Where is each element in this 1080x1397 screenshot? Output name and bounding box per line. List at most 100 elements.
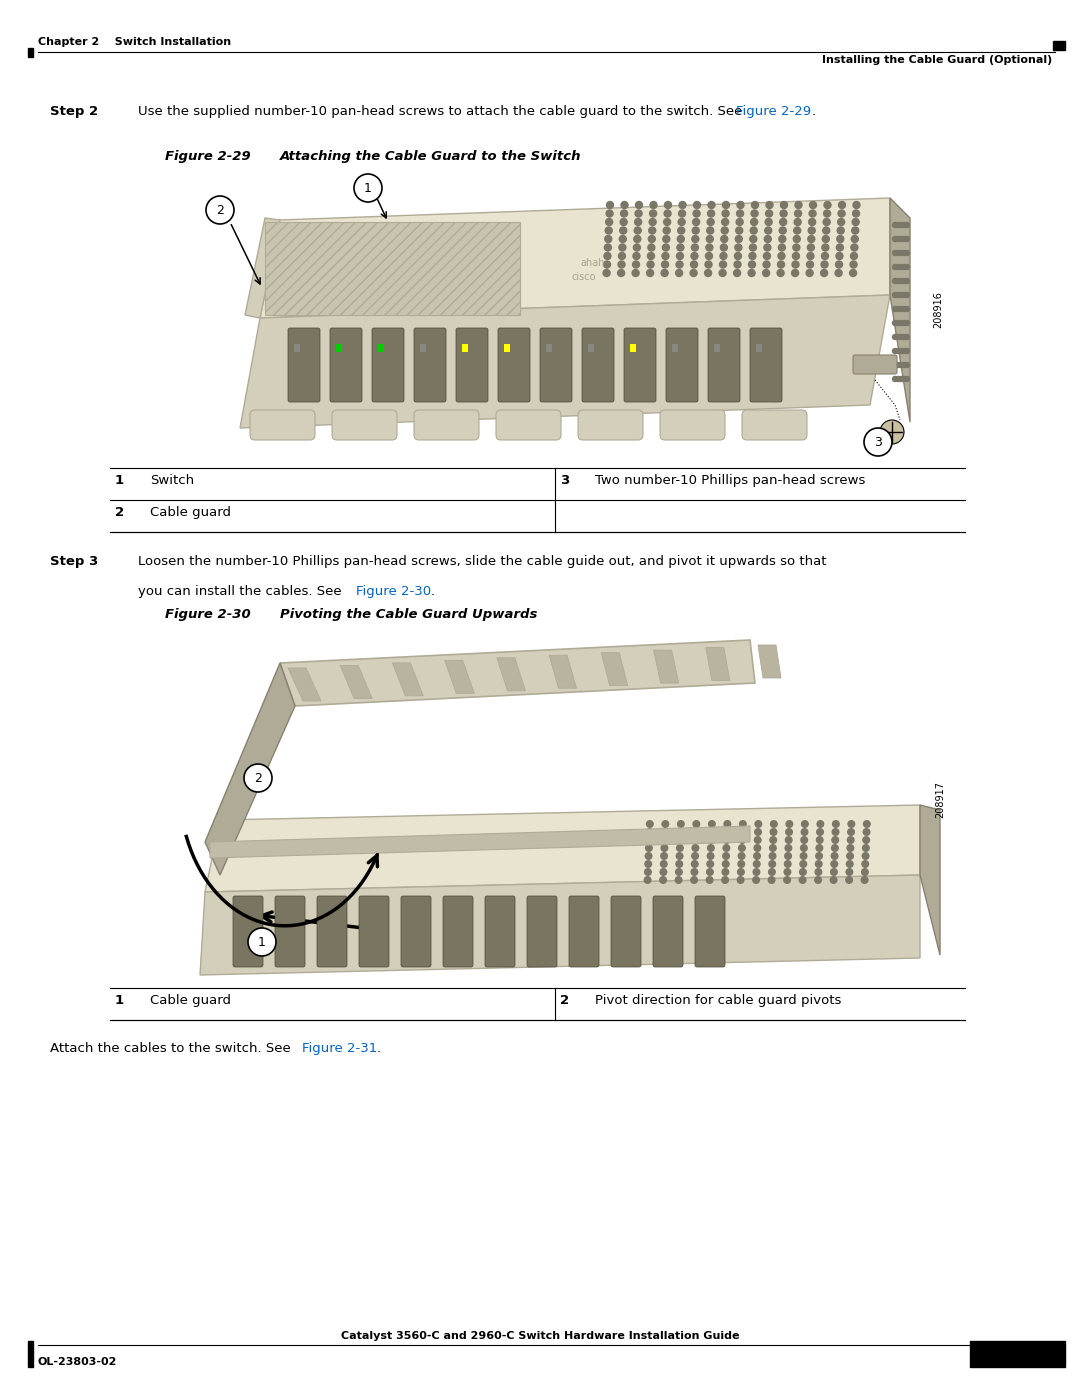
Circle shape — [649, 226, 656, 235]
Circle shape — [769, 852, 775, 859]
Circle shape — [632, 270, 639, 277]
Circle shape — [770, 837, 777, 844]
Text: Chapter 2    Switch Installation: Chapter 2 Switch Installation — [38, 36, 231, 47]
Circle shape — [848, 828, 854, 835]
Circle shape — [895, 264, 901, 270]
Circle shape — [806, 270, 813, 277]
FancyBboxPatch shape — [578, 409, 643, 440]
Circle shape — [895, 222, 901, 228]
Circle shape — [662, 820, 669, 827]
Circle shape — [748, 253, 756, 260]
Circle shape — [748, 270, 755, 277]
Circle shape — [647, 253, 654, 260]
Text: 1: 1 — [114, 474, 124, 488]
Circle shape — [618, 270, 624, 277]
Circle shape — [244, 764, 272, 792]
Circle shape — [800, 852, 807, 859]
Circle shape — [690, 261, 698, 268]
Circle shape — [779, 236, 786, 243]
Circle shape — [816, 845, 823, 851]
Polygon shape — [280, 640, 755, 705]
Circle shape — [852, 218, 860, 225]
Circle shape — [880, 420, 904, 444]
Circle shape — [705, 253, 713, 260]
Circle shape — [676, 253, 684, 260]
Circle shape — [604, 253, 611, 260]
Circle shape — [785, 845, 792, 851]
Circle shape — [754, 861, 760, 868]
Circle shape — [835, 270, 842, 277]
Circle shape — [810, 201, 816, 208]
Circle shape — [619, 244, 626, 251]
Circle shape — [904, 348, 909, 353]
Text: Figure 2-30: Figure 2-30 — [355, 585, 431, 598]
Circle shape — [823, 218, 831, 225]
Circle shape — [833, 820, 839, 827]
Bar — [542, 330, 570, 400]
Circle shape — [892, 348, 897, 353]
Circle shape — [795, 210, 801, 217]
Bar — [588, 344, 594, 352]
Polygon shape — [920, 805, 940, 956]
Polygon shape — [705, 648, 730, 680]
Circle shape — [676, 852, 683, 859]
Circle shape — [748, 261, 756, 268]
Circle shape — [645, 852, 652, 859]
Circle shape — [847, 845, 853, 851]
Circle shape — [676, 261, 683, 268]
Circle shape — [902, 264, 906, 270]
Circle shape — [850, 270, 856, 277]
Circle shape — [646, 828, 652, 835]
Circle shape — [833, 828, 839, 835]
Circle shape — [892, 222, 897, 228]
Circle shape — [734, 244, 742, 251]
Circle shape — [892, 377, 897, 381]
Circle shape — [645, 877, 651, 883]
FancyBboxPatch shape — [332, 409, 397, 440]
Circle shape — [206, 196, 234, 224]
Bar — [630, 344, 636, 352]
Circle shape — [902, 250, 906, 256]
Circle shape — [693, 210, 700, 217]
Circle shape — [634, 226, 642, 235]
Circle shape — [648, 236, 656, 243]
FancyBboxPatch shape — [653, 895, 683, 967]
Circle shape — [737, 218, 743, 225]
Text: OL-23803-02: OL-23803-02 — [38, 1356, 118, 1368]
Circle shape — [831, 861, 838, 868]
Bar — [265, 222, 519, 314]
Circle shape — [663, 218, 671, 225]
Circle shape — [786, 820, 793, 827]
Bar — [336, 344, 342, 352]
Circle shape — [691, 869, 698, 876]
Text: Pivot direction for cable guard pivots: Pivot direction for cable guard pivots — [595, 995, 841, 1007]
Circle shape — [895, 250, 901, 256]
Circle shape — [753, 869, 759, 876]
Bar — [416, 330, 444, 400]
Text: Switch: Switch — [150, 474, 194, 488]
Circle shape — [633, 253, 640, 260]
Circle shape — [899, 264, 904, 270]
Bar — [710, 330, 738, 400]
FancyBboxPatch shape — [330, 328, 362, 402]
Polygon shape — [205, 805, 920, 893]
Circle shape — [677, 828, 684, 835]
Circle shape — [765, 226, 772, 235]
Circle shape — [675, 877, 681, 883]
Circle shape — [692, 226, 699, 235]
Circle shape — [734, 253, 742, 260]
Circle shape — [248, 928, 276, 956]
Circle shape — [838, 201, 846, 208]
Circle shape — [620, 218, 627, 225]
Circle shape — [707, 861, 714, 868]
Circle shape — [904, 320, 909, 326]
Circle shape — [677, 236, 685, 243]
Circle shape — [692, 852, 699, 859]
Circle shape — [660, 877, 666, 883]
Circle shape — [660, 869, 666, 876]
Circle shape — [708, 820, 715, 827]
Circle shape — [837, 236, 843, 243]
Circle shape — [850, 261, 858, 268]
Text: you can install the cables. See: you can install the cables. See — [138, 585, 346, 598]
Circle shape — [892, 292, 897, 298]
